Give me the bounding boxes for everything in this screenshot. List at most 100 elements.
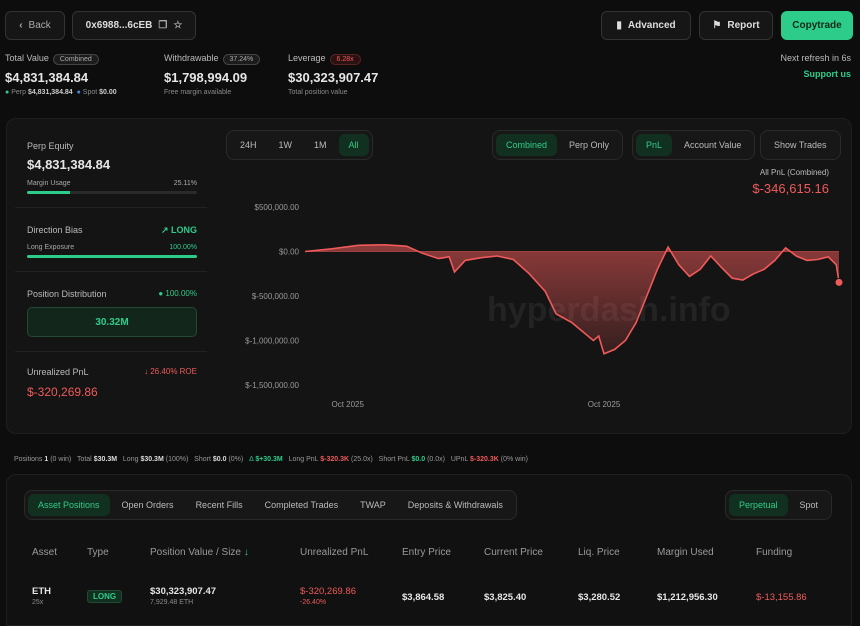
- spot-label: Spot: [82, 89, 98, 96]
- header-margin-used[interactable]: Margin Used: [657, 547, 714, 558]
- header-funding[interactable]: Funding: [756, 547, 793, 558]
- leverage-value: $30,323,907.47: [288, 70, 379, 85]
- perp-equity-section: Perp Equity $4,831,384.84 Margin Usage 2…: [27, 141, 197, 194]
- row-margin-used: $1,212,956.30: [657, 592, 718, 603]
- leverage-sub: Total position value: [288, 89, 348, 96]
- perp-only-toggle[interactable]: Perp Only: [569, 140, 610, 150]
- combined-toggle[interactable]: Combined: [496, 134, 558, 156]
- short-pnl-lev: (0.0x): [427, 456, 445, 463]
- header-current-price[interactable]: Current Price: [484, 547, 543, 558]
- direction-bias-label: Direction Bias: [27, 225, 83, 235]
- margin-usage-bar: [27, 191, 197, 194]
- withdrawable-block: Withdrawable 37.24% $1,798,994.09 Free ma…: [164, 53, 261, 96]
- total-value-label: Total Value: [5, 53, 49, 63]
- combined-badge: Combined: [52, 54, 99, 65]
- long-pnl-label: Long PnL: [288, 456, 319, 463]
- advanced-button[interactable]: ▮ Advanced: [601, 11, 691, 40]
- leverage-label: Leverage: [288, 53, 326, 63]
- address-chip[interactable]: 0x6988...6cEB ❐ ☆: [72, 11, 196, 40]
- header-type[interactable]: Type: [87, 547, 109, 558]
- tab-recent-fills[interactable]: Recent Fills: [195, 500, 243, 510]
- long-exposure-value: 100.00%: [169, 244, 197, 251]
- back-button[interactable]: ‹ Back: [5, 11, 65, 40]
- account-value-toggle[interactable]: Account Value: [684, 140, 742, 150]
- tab-deposits-withdrawals[interactable]: Deposits & Withdrawals: [407, 500, 503, 510]
- copytrade-button[interactable]: Copytrade: [781, 11, 853, 40]
- long-exposure-label: Long Exposure: [27, 244, 75, 251]
- unrealized-pnl-value: $-320,269.86: [27, 385, 98, 399]
- tab-open-orders[interactable]: Open Orders: [121, 500, 174, 510]
- perpetual-toggle[interactable]: Perpetual: [729, 494, 788, 516]
- y-tick-label: $-1,000,000.00: [245, 337, 299, 346]
- total-value: $4,831,384.84: [5, 70, 89, 85]
- row-leverage: 25x: [32, 599, 44, 606]
- range-1m[interactable]: 1M: [314, 140, 327, 150]
- long-pct: (100%): [165, 456, 189, 463]
- long-exposure-bar: [27, 255, 197, 258]
- pnl-line: [304, 243, 840, 355]
- range-1w[interactable]: 1W: [278, 140, 293, 150]
- leverage-badge: 6.28x: [329, 54, 361, 65]
- pnl-toggle[interactable]: PnL: [636, 134, 673, 156]
- back-label: Back: [28, 20, 51, 31]
- withdrawable-sub: Free margin available: [164, 89, 232, 96]
- range-24h[interactable]: 24H: [240, 140, 257, 150]
- header-position-value[interactable]: Position Value / Size ↓: [150, 547, 249, 558]
- y-tick-label: $-500,000.00: [252, 292, 300, 301]
- range-all[interactable]: All: [338, 134, 369, 156]
- sort-down-icon: ↓: [243, 547, 249, 558]
- long-pnl-value: $-320.3K: [320, 456, 350, 463]
- short-label: Short: [194, 456, 211, 463]
- total-value-block: Total Value Combined $4,831,384.84 ● Perp…: [5, 53, 117, 96]
- spot-toggle[interactable]: Spot: [799, 500, 819, 510]
- row-asset: ETH: [32, 586, 51, 597]
- chevron-left-icon: ‹: [19, 20, 23, 31]
- positions-win: (0 win): [50, 456, 72, 463]
- withdrawable-badge: 37.24%: [222, 54, 261, 65]
- upnl-value: $-320.3K: [470, 456, 499, 463]
- copy-icon[interactable]: ❐: [158, 20, 168, 31]
- support-link[interactable]: Support us: [803, 69, 852, 79]
- x-tick-label: Oct 2025: [331, 400, 364, 409]
- tab-completed-trades[interactable]: Completed Trades: [264, 500, 339, 510]
- leverage-block: Leverage 6.28x $30,323,907.47 Total posit…: [288, 53, 378, 96]
- header-entry-price[interactable]: Entry Price: [402, 547, 451, 558]
- address-text: 0x6988...6cEB: [85, 20, 153, 31]
- header-liq-price[interactable]: Liq. Price: [578, 547, 620, 558]
- perp-label: Perp: [11, 89, 26, 96]
- copytrade-label: Copytrade: [792, 20, 842, 31]
- tab-twap[interactable]: TWAP: [360, 500, 386, 510]
- delta-label: Δ: [249, 456, 254, 463]
- header-position-value-label: Position Value / Size: [150, 547, 241, 558]
- short-pnl-value: $0.0: [411, 456, 426, 463]
- summary-bar: Positions 1 (0 win) Total $30.3M Long $3…: [14, 456, 528, 463]
- tab-asset-positions[interactable]: Asset Positions: [28, 494, 110, 516]
- show-trades-button[interactable]: Show Trades: [760, 130, 841, 160]
- y-tick-label: $0.00: [279, 248, 300, 257]
- overview-panel: Perp Equity $4,831,384.84 Margin Usage 2…: [6, 118, 852, 434]
- positions-tabs: Asset Positions Open Orders Recent Fills…: [24, 490, 517, 520]
- positions-label: Positions: [14, 456, 43, 463]
- position-distribution-value: 100.00%: [165, 289, 197, 298]
- long-pnl-lev: (25.0x): [351, 456, 373, 463]
- show-trades-label: Show Trades: [774, 140, 827, 150]
- total-label: Total: [76, 456, 92, 463]
- header-unrealized-pnl[interactable]: Unrealized PnL: [300, 547, 369, 558]
- header-asset[interactable]: Asset: [32, 547, 58, 558]
- delta-value: $+30.3M: [255, 456, 283, 463]
- upnl-label: UPnL: [450, 456, 469, 463]
- star-icon[interactable]: ☆: [173, 20, 183, 31]
- pnl-area: [305, 244, 839, 354]
- short-pct: (0%): [228, 456, 244, 463]
- all-pnl-label: All PnL (Combined): [759, 168, 829, 177]
- report-button[interactable]: ⚑ Report: [699, 11, 773, 40]
- row-liq-price: $3,280.52: [578, 592, 621, 603]
- arrow-down-icon: ↓: [144, 367, 149, 376]
- pnl-chart[interactable]: hyperdash.info$500,000.00$0.00$-500,000.…: [217, 189, 847, 419]
- time-range-selector: 24H 1W 1M All: [226, 130, 373, 160]
- y-tick-label: $500,000.00: [255, 203, 300, 212]
- scope-toggle: Combined Perp Only: [492, 130, 624, 160]
- all-pnl-value: $-346,615.16: [752, 181, 829, 196]
- row-type-badge: LONG: [87, 590, 123, 603]
- metric-toggle: PnL Account Value: [632, 130, 756, 160]
